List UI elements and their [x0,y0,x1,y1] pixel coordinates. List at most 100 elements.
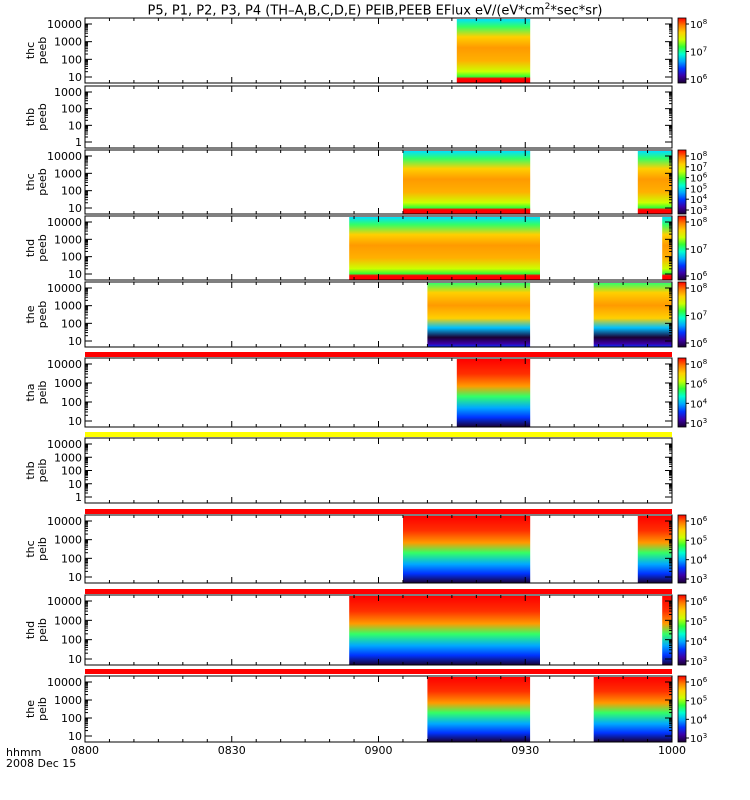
panel-label-probe: the [24,305,37,323]
colorbar-label: 106 [690,337,708,350]
y-tick-label: 1000 [54,377,82,390]
y-tick-label: 1000 [54,86,82,99]
colorbar [677,675,687,743]
panel-label-product: peeb [36,103,49,131]
colorbar-label: 107 [690,161,707,174]
panel-label-product: peib [36,697,49,721]
panel-label-product: peeb [36,37,49,65]
colorbar-label: 103 [690,732,707,745]
colorbar-label: 104 [690,554,708,567]
spectrogram-block [662,596,672,665]
colorbar-label: 108 [690,282,707,295]
colorbar-label: 103 [690,655,707,668]
panel-frame [84,357,673,428]
spectrogram-block [403,516,531,583]
colorbar-label: 104 [690,713,708,726]
x-tick-label: 0900 [365,744,393,757]
panel-label-probe: tha [24,383,37,401]
y-tick-label: 10 [68,653,82,666]
x-tick-label: 0800 [71,744,99,757]
colorbar-label: 107 [690,46,707,59]
y-tick-label: 1000 [54,300,82,313]
panel-label-probe: thd [24,621,37,639]
colorbar-label: 103 [690,417,707,430]
panel-label-probe: thb [24,108,37,126]
spectrogram-block [456,19,531,83]
time-format-label: hhmm [6,746,42,759]
y-tick-label: 10000 [47,595,82,608]
y-tick-label: 10000 [47,150,82,163]
colorbar-label: 106 [690,270,708,283]
panel-label-probe: thd [24,239,37,257]
y-tick-label: 10000 [47,358,82,371]
panel-label-product: peib [36,381,49,405]
spectrogram-block [637,151,672,214]
y-tick-label: 1000 [54,233,82,246]
y-tick-label: 10 [68,335,82,348]
panel-frame [84,675,673,743]
y-tick-label: 100 [61,53,82,66]
colorbar-label: 106 [690,73,708,86]
y-tick-label: 1000 [54,451,82,464]
colorbar-label: 107 [690,310,707,323]
y-tick-label: 1 [75,136,82,149]
panel-label-probe: thb [24,461,37,479]
y-tick-label: 100 [61,185,82,198]
y-tick-label: 10 [68,71,82,84]
colorbar-label: 106 [690,378,708,391]
colorbar-label: 106 [690,515,708,528]
colorbar-label: 104 [690,193,708,206]
panel-label-product: peeb [36,301,49,329]
panel-label-product: peib [36,618,49,642]
y-tick-label: 10000 [47,438,82,451]
panel-label-probe: the [24,700,37,718]
panel-6: 10000 1000 100 10 tha peib 108 106 104 103 [24,352,708,430]
panel-1: 10000 1000 100 10 thc peeb 108 107 106 [24,17,708,86]
colorbar-label: 108 [690,150,707,163]
y-tick-label: 100 [61,712,82,725]
panel-label-product: peeb [36,168,49,196]
spectrogram-block [593,677,672,742]
quality-bar [85,352,672,357]
colorbar [677,514,687,584]
y-tick-label: 10 [68,202,82,215]
y-tick-label: 100 [61,396,82,409]
x-tick-label: 0930 [511,744,539,757]
y-tick-label: 1000 [54,534,82,547]
y-tick-label: 10000 [47,18,82,31]
colorbar-label: 104 [690,397,708,410]
colorbar-label: 108 [690,216,707,229]
spectrogram-block [427,283,531,347]
y-tick-label: 10 [68,730,82,743]
panel-frame [84,17,673,84]
y-tick-label: 10 [68,119,82,132]
colorbar [677,594,687,666]
y-tick-label: 10 [68,478,82,491]
chart-title: P5, P1, P2, P3, P4 (TH–A,B,C,D,E) PEIB,P… [147,2,603,19]
spectrogram-block [662,217,672,280]
colorbar [677,281,687,348]
y-tick-label: 10 [68,415,82,428]
colorbar [677,17,687,84]
x-tick-label: 0830 [218,744,246,757]
colorbar-label: 103 [690,204,707,217]
colorbar [677,149,687,215]
panel-label-product: peeb [36,234,49,262]
panel-label-probe: thc [24,42,37,59]
colorbar-label: 103 [690,573,707,586]
y-tick-label: 1000 [54,167,82,180]
y-tick-label: 10000 [47,676,82,689]
y-tick-label: 100 [61,251,82,264]
panel-8: 10000 1000 100 10 thc peib 106 105 104 103 [24,509,708,586]
panel-4: 10000 1000 100 10 thd peeb 108 107 106 [24,215,708,283]
y-tick-label: 10 [68,268,82,281]
quality-bar [85,589,672,594]
spectrogram-block [349,596,540,665]
colorbar-label: 104 [690,635,708,648]
spectrogram-block [637,516,672,583]
spectrogram-block [593,283,672,347]
colorbar-label: 105 [690,182,707,195]
